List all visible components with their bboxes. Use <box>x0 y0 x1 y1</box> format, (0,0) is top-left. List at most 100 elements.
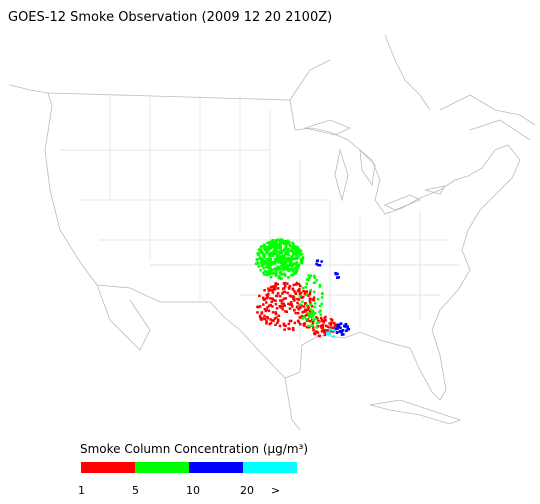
smoke-pixel <box>262 303 265 306</box>
smoke-pixel <box>298 294 302 298</box>
smoke-pixel <box>319 309 322 313</box>
smoke-pixel <box>264 245 268 248</box>
smoke-pixel <box>316 298 320 301</box>
smoke-pixel <box>280 264 283 268</box>
smoke-pixel <box>267 287 270 290</box>
smoke-pixel <box>336 324 339 327</box>
smoke-pixel <box>292 251 296 254</box>
smoke-pixel <box>275 272 278 275</box>
smoke-pixel <box>257 265 260 268</box>
smoke-pixel <box>337 276 340 279</box>
smoke-pixel <box>264 246 267 250</box>
smoke-pixel <box>339 329 342 333</box>
smoke-pixel <box>292 244 295 247</box>
smoke-pixel <box>308 292 312 296</box>
smoke-pixel <box>283 285 287 288</box>
smoke-pixel <box>299 291 303 295</box>
smoke-pixel <box>276 261 280 264</box>
smoke-pixel <box>297 256 300 259</box>
smoke-pixel <box>270 268 274 272</box>
smoke-pixel <box>276 321 279 325</box>
smoke-pixel <box>285 248 288 251</box>
smoke-pixel <box>274 299 277 302</box>
smoke-pixel <box>304 286 307 289</box>
smoke-pixel <box>283 263 286 266</box>
smoke-pixel <box>346 326 349 330</box>
smoke-pixel <box>315 326 318 329</box>
smoke-pixel <box>267 309 271 313</box>
smoke-pixel <box>268 247 271 251</box>
smoke-pixel <box>277 276 280 280</box>
smoke-pixel <box>299 284 302 288</box>
smoke-pixel <box>297 282 301 286</box>
smoke-pixel <box>346 325 349 328</box>
smoke-pixel <box>302 310 306 313</box>
smoke-pixel <box>308 312 312 315</box>
smoke-pixel <box>262 267 265 270</box>
smoke-pixel <box>304 310 308 313</box>
smoke-pixel <box>259 269 262 272</box>
smoke-pixel <box>307 274 310 277</box>
smoke-pixel <box>296 250 299 253</box>
smoke-pixel <box>315 262 318 266</box>
smoke-pixel <box>336 276 339 279</box>
smoke-pixel <box>314 317 317 321</box>
smoke-pixel <box>300 296 303 299</box>
legend-label: 5 <box>132 484 139 497</box>
smoke-pixel <box>282 287 286 290</box>
smoke-pixel <box>291 241 294 245</box>
smoke-pixel <box>282 302 285 306</box>
smoke-pixel <box>296 246 300 249</box>
smoke-pixel <box>275 294 278 298</box>
smoke-pixel <box>286 252 289 256</box>
smoke-pixel <box>313 311 317 315</box>
smoke-pixel <box>268 244 271 247</box>
smoke-pixel <box>266 241 269 244</box>
smoke-pixel <box>291 263 294 266</box>
smoke-pixel <box>263 273 266 276</box>
smoke-pixel <box>263 308 267 311</box>
smoke-pixel <box>280 251 284 255</box>
smoke-pixel <box>311 315 314 318</box>
smoke-pixel <box>298 292 302 296</box>
smoke-pixel <box>289 249 292 252</box>
smoke-pixel <box>308 290 312 294</box>
smoke-pixel <box>318 264 322 267</box>
smoke-pixel <box>278 324 282 328</box>
smoke-pixel <box>273 260 277 263</box>
smoke-pixel <box>297 263 301 267</box>
smoke-pixel <box>293 298 296 301</box>
smoke-pixel <box>282 257 286 261</box>
smoke-pixel <box>315 321 319 325</box>
smoke-pixel <box>272 319 275 322</box>
smoke-pixel <box>284 245 288 248</box>
smoke-pixel <box>279 277 283 281</box>
smoke-pixel <box>296 297 299 301</box>
smoke-pixel <box>281 254 284 258</box>
smoke-pixel <box>283 281 287 285</box>
smoke-pixel <box>327 329 330 332</box>
smoke-pixel <box>276 246 280 249</box>
smoke-pixel <box>280 240 284 244</box>
smoke-pixel <box>267 292 270 296</box>
smoke-pixel <box>277 314 281 318</box>
smoke-pixel <box>270 260 273 264</box>
smoke-pixel <box>286 282 289 285</box>
smoke-pixel <box>316 317 319 320</box>
smoke-pixel <box>299 323 302 326</box>
smoke-pixel <box>321 323 325 327</box>
smoke-pixel <box>298 303 302 306</box>
smoke-pixel <box>281 299 284 302</box>
smoke-pixel <box>277 318 280 322</box>
smoke-pixel <box>283 267 286 270</box>
smoke-pixel <box>325 329 329 332</box>
smoke-pixel <box>267 261 271 265</box>
smoke-pixel <box>301 311 304 314</box>
smoke-pixel <box>335 325 338 328</box>
smoke-pixel <box>323 331 327 334</box>
smoke-pixel <box>307 324 310 328</box>
smoke-pixel <box>296 301 299 305</box>
smoke-pixel <box>274 274 278 277</box>
smoke-pixel <box>266 315 269 319</box>
smoke-pixel <box>258 314 262 317</box>
